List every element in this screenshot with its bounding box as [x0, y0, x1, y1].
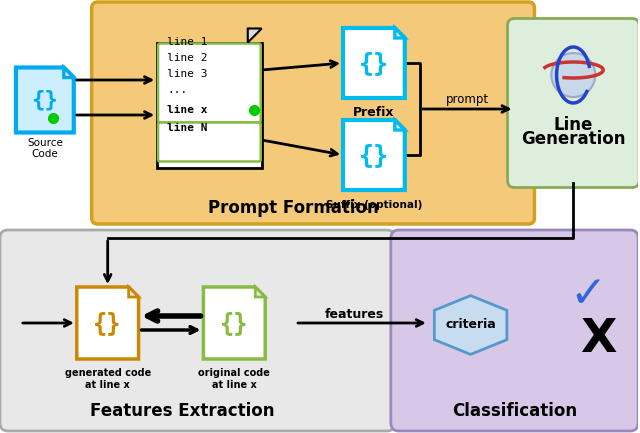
Polygon shape	[64, 68, 74, 78]
Text: Line: Line	[554, 116, 593, 134]
FancyBboxPatch shape	[391, 230, 638, 431]
FancyBboxPatch shape	[158, 43, 260, 123]
Text: ✓: ✓	[570, 274, 607, 317]
Text: Features Extraction: Features Extraction	[90, 402, 275, 420]
FancyBboxPatch shape	[92, 2, 534, 224]
Text: {}: {}	[220, 311, 248, 335]
Text: {}: {}	[31, 90, 58, 110]
Text: at line x: at line x	[212, 380, 257, 390]
Text: {}: {}	[359, 143, 389, 167]
Text: Classification: Classification	[452, 402, 577, 420]
Text: line N: line N	[167, 123, 207, 133]
Text: generated code: generated code	[65, 368, 151, 378]
Text: line 3: line 3	[167, 69, 207, 79]
Text: at line x: at line x	[85, 380, 130, 390]
Text: features: features	[324, 308, 383, 321]
Text: Prompt Formation: Prompt Formation	[208, 199, 378, 217]
Circle shape	[552, 53, 595, 97]
Polygon shape	[343, 120, 405, 190]
Text: original code: original code	[198, 368, 270, 378]
Polygon shape	[248, 29, 262, 42]
Polygon shape	[129, 287, 139, 297]
Polygon shape	[16, 68, 74, 132]
Text: Generation: Generation	[521, 130, 625, 148]
Text: criteria: criteria	[445, 319, 496, 332]
Text: Suffix (optional): Suffix (optional)	[326, 200, 422, 210]
Polygon shape	[343, 28, 405, 98]
Text: line x: line x	[167, 105, 207, 115]
FancyBboxPatch shape	[158, 123, 260, 162]
FancyBboxPatch shape	[0, 230, 395, 431]
Polygon shape	[255, 287, 265, 297]
Polygon shape	[395, 120, 405, 130]
Text: Source: Source	[27, 138, 63, 148]
Text: Prefix: Prefix	[353, 107, 395, 120]
Text: Code: Code	[31, 149, 58, 159]
Text: ...: ...	[167, 85, 188, 95]
Text: {}: {}	[359, 51, 389, 75]
Text: line 2: line 2	[167, 53, 207, 63]
FancyBboxPatch shape	[157, 42, 262, 168]
Polygon shape	[77, 287, 139, 359]
Text: X: X	[580, 317, 616, 362]
Polygon shape	[435, 296, 507, 354]
Polygon shape	[395, 28, 405, 38]
Polygon shape	[204, 287, 265, 359]
Text: {}: {}	[93, 311, 122, 335]
FancyBboxPatch shape	[508, 19, 639, 187]
Text: prompt: prompt	[445, 94, 489, 107]
Text: line 1: line 1	[167, 37, 207, 47]
